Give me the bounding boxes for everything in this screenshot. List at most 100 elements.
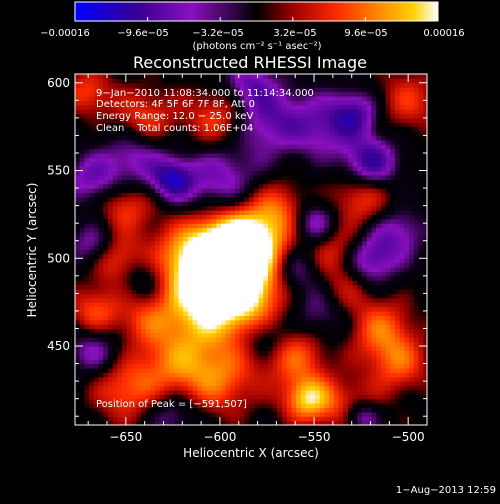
heatmap-cell [169,390,174,395]
heatmap-cell [226,359,231,364]
heatmap-cell [367,346,372,351]
heatmap-cell [320,131,325,136]
heatmap-cell [329,236,334,241]
heatmap-cell [179,337,184,342]
heatmap-cell [353,280,358,285]
heatmap-cell [122,267,127,272]
heatmap-cell [160,333,165,338]
heatmap-cell [193,162,198,167]
heatmap-cell [282,368,287,373]
heatmap-cell [183,412,188,417]
heatmap-cell [273,386,278,391]
heatmap-cell [89,188,94,193]
heatmap-cell [117,254,122,259]
heatmap-cell [329,197,334,202]
heatmap-cell [301,245,306,250]
heatmap-cell [146,328,151,333]
heatmap-cell [202,153,207,158]
heatmap-cell [339,153,344,158]
heatmap-cell [334,122,339,127]
heatmap-cell [348,74,353,79]
heatmap-cell [343,188,348,193]
heatmap-cell [291,214,296,219]
colorbar-tick-label: 0.00016 [423,28,464,39]
heatmap-cell [193,328,198,333]
heatmap-cell [277,320,282,325]
heatmap-cell [235,197,240,202]
heatmap-cell [263,254,268,259]
heatmap-cell [348,315,353,320]
heatmap-cell [80,241,85,246]
heatmap-cell [221,166,226,171]
heatmap-cell [254,232,259,237]
heatmap-cell [296,223,301,228]
heatmap-cell [211,179,216,184]
heatmap-cell [136,350,141,355]
heatmap-cell [75,407,80,412]
heatmap-cell [334,289,339,294]
heatmap-cell [287,179,292,184]
heatmap-cell [193,144,198,149]
heatmap-cell [287,285,292,290]
heatmap-cell [75,179,80,184]
heatmap-cell [301,386,306,391]
heatmap-cell [339,105,344,110]
heatmap-cell [244,149,249,154]
heatmap-cell [75,403,80,408]
heatmap-cell [259,298,264,303]
heatmap-cell [179,377,184,382]
heatmap-cell [113,302,118,307]
heatmap-cell [277,228,282,233]
heatmap-cell [343,289,348,294]
heatmap-cell [179,289,184,294]
heatmap-cell [202,74,207,79]
heatmap-cell [263,333,268,338]
heatmap-cell [249,232,254,237]
heatmap-cell [193,254,198,259]
heatmap-cell [122,390,127,395]
heatmap-cell [94,214,99,219]
heatmap-cell [141,267,146,272]
heatmap-cell [273,412,278,417]
heatmap-cell [263,171,268,176]
heatmap-cell [282,131,287,136]
heatmap-cell [315,350,320,355]
heatmap-cell [174,372,179,377]
heatmap-cell [207,192,212,197]
heatmap-cell [348,324,353,329]
heatmap-cell [277,175,282,180]
heatmap-cell [343,359,348,364]
heatmap-cell [80,109,85,114]
heatmap-cell [117,390,122,395]
heatmap-cell [301,328,306,333]
heatmap-cell [329,100,334,105]
heatmap-cell [254,368,259,373]
heatmap-cell [353,324,358,329]
heatmap-cell [155,241,160,246]
heatmap-cell [127,179,132,184]
heatmap-cell [80,364,85,369]
heatmap-cell [211,350,216,355]
heatmap-cell [254,171,259,176]
heatmap-cell [99,241,104,246]
heatmap-cell [202,386,207,391]
heatmap-cell [291,258,296,263]
heatmap-cell [287,171,292,176]
heatmap-cell [263,175,268,180]
heatmap-cell [348,267,353,272]
heatmap-cell [277,364,282,369]
heatmap-cell [164,214,169,219]
heatmap-cell [136,219,141,224]
heatmap-cell [113,149,118,154]
heatmap-cell [273,179,278,184]
heatmap-cell [263,302,268,307]
heatmap-cell [108,412,113,417]
heatmap-cell [117,276,122,281]
heatmap-cell [334,258,339,263]
heatmap-cell [324,377,329,382]
heatmap-cell [348,179,353,184]
heatmap-cell [75,135,80,140]
heatmap-cell [174,166,179,171]
heatmap-cell [174,232,179,237]
heatmap-cell [310,381,315,386]
